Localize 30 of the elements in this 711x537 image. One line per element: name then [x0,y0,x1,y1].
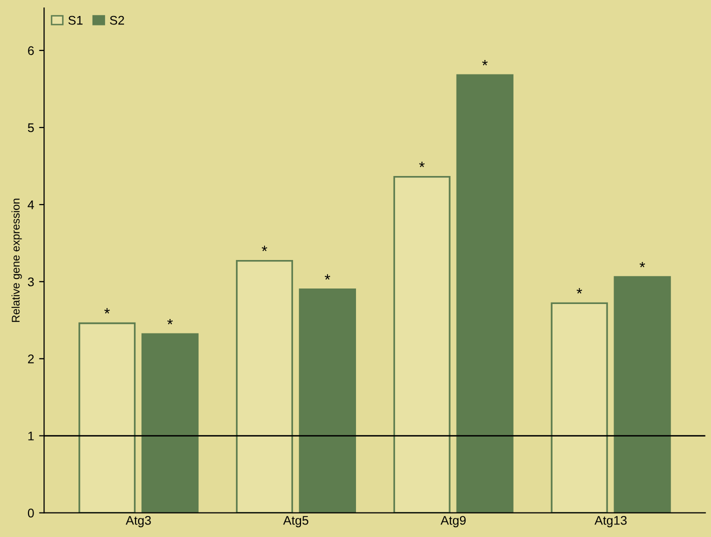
annotation: * [324,274,330,280]
x-tick-label: Atg9 [440,516,466,528]
y-tick-label: 3 [28,277,34,286]
y-tick-label: 5 [28,123,34,132]
y-tick-label: 6 [28,46,34,56]
annotation: * [262,246,268,252]
bar [236,260,294,513]
bar [298,288,356,513]
x-tick-label: Atg3 [126,516,151,528]
y-tick-label: 4 [28,200,34,210]
annotation: * [104,308,110,314]
annotation: * [419,162,425,168]
y-axis-title: Relative gene expression [11,198,22,322]
annotation: * [482,60,488,66]
y-tick-label: 0 [28,508,34,518]
annotation: * [576,288,582,294]
annotation: * [167,318,173,324]
legend-label: S2 [110,16,124,25]
x-tick-label: Atg13 [594,516,627,528]
y-tick-label: 1 [28,432,34,440]
bar [550,302,608,513]
bar [393,176,450,513]
bar [614,276,671,513]
bar [141,333,199,513]
annotation: * [640,262,646,268]
x-tick-label: Atg5 [283,516,308,528]
bar [456,74,514,513]
bar [78,322,136,513]
legend-label: S1 [68,16,83,25]
y-tick-label: 2 [28,354,34,364]
